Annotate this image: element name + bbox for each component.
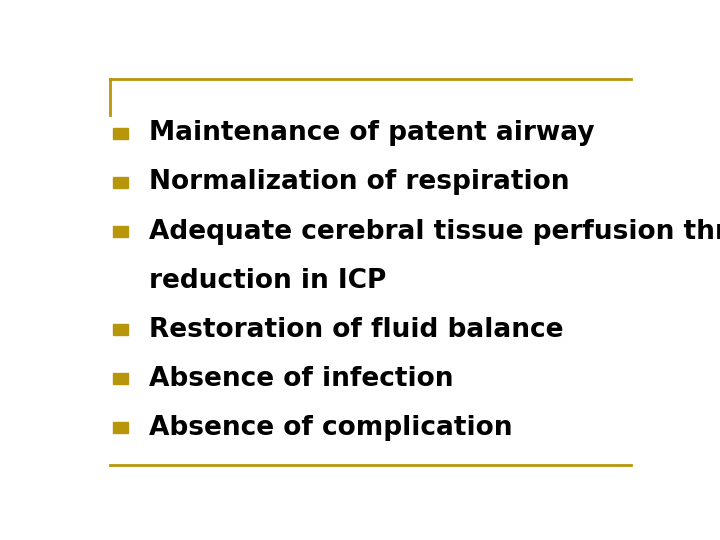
- Bar: [114, 373, 128, 384]
- Bar: [114, 324, 128, 335]
- Text: Restoration of fluid balance: Restoration of fluid balance: [148, 316, 563, 343]
- Text: reduction in ICP: reduction in ICP: [148, 268, 386, 294]
- Text: Normalization of respiration: Normalization of respiration: [148, 170, 569, 195]
- Text: Absence of complication: Absence of complication: [148, 415, 512, 441]
- Text: Absence of infection: Absence of infection: [148, 366, 453, 392]
- Bar: [114, 422, 128, 433]
- Bar: [114, 177, 128, 188]
- Text: Maintenance of patent airway: Maintenance of patent airway: [148, 120, 594, 146]
- Text: Adequate cerebral tissue perfusion through: Adequate cerebral tissue perfusion throu…: [148, 219, 720, 245]
- Bar: [114, 226, 128, 237]
- Bar: [114, 128, 128, 139]
